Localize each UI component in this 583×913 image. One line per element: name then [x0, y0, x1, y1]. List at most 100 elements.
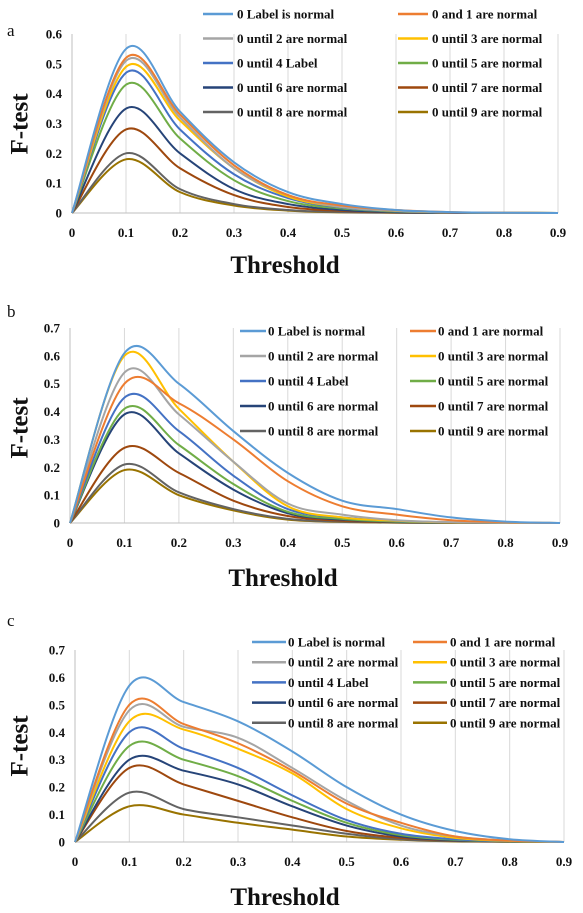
x-tick-label: 0.7 — [442, 225, 459, 240]
x-tick-label: 0 — [67, 535, 74, 550]
y-axis-title: F-test — [7, 93, 34, 155]
y-tick-label: 0 — [59, 835, 66, 850]
y-tick-label: 0.3 — [46, 116, 63, 131]
x-tick-label: 0.9 — [556, 854, 573, 869]
x-axis-title: Threshold — [230, 252, 339, 279]
y-tick-label: 0.1 — [49, 807, 65, 822]
y-tick-label: 0.3 — [49, 752, 66, 767]
series-line — [74, 676, 565, 843]
legend-entry: 0 until 6 are normal — [268, 399, 379, 414]
x-tick-label: 0.4 — [280, 225, 297, 240]
legend-entry: 0 until 3 are normal — [432, 31, 543, 46]
y-tick-label: 0.2 — [44, 460, 60, 475]
legend-entry: 0 until 2 are normal — [288, 655, 399, 670]
x-tick-label: 0.1 — [121, 854, 137, 869]
y-tick-label: 0.2 — [49, 780, 65, 795]
legend-entry: 0 until 5 are normal — [432, 56, 543, 71]
panel-letter: a — [7, 21, 15, 40]
legend-entry: 0 until 9 are normal — [438, 424, 549, 439]
x-tick-label: 0.4 — [280, 535, 297, 550]
legend-entry: 0 until 3 are normal — [450, 655, 561, 670]
x-tick-label: 0.2 — [172, 225, 188, 240]
y-tick-label: 0.5 — [46, 56, 63, 71]
series-line — [71, 45, 559, 214]
chart-panel-b: b 0 0.1 0.2 0.3 0.4 0.5 0.6 0.7 0 0.1 0.2 0.3 0.4 0.5 0… — [0, 303, 583, 598]
legend-entry: 0 and 1 are normal — [438, 324, 544, 339]
legend-entry: 0 and 1 are normal — [450, 635, 556, 650]
legend-entry: 0 Label is normal — [268, 324, 366, 339]
series-line — [69, 344, 561, 524]
legend-entry: 0 until 3 are normal — [438, 349, 549, 364]
x-tick-label: 0 — [72, 854, 79, 869]
x-tick-label: 0.6 — [388, 225, 405, 240]
legend-entry: 0 until 6 are normal — [288, 695, 399, 710]
y-axis-title: F-test — [7, 397, 34, 459]
x-tick-label: 0.8 — [497, 535, 514, 550]
y-tick-label: 0.3 — [44, 432, 61, 447]
y-tick-label: 0.4 — [44, 404, 61, 419]
legend-entry: 0 until 2 are normal — [268, 349, 379, 364]
series-line — [74, 697, 565, 843]
legend-entry: 0 until 2 are normal — [237, 31, 348, 46]
x-tick-label: 0.5 — [339, 854, 356, 869]
y-tick-label: 0 — [56, 206, 63, 221]
legend-entry: 0 and 1 are normal — [432, 7, 538, 22]
legend-entry: 0 until 5 are normal — [438, 374, 549, 389]
series-line — [69, 367, 561, 524]
y-tick-label: 0.6 — [44, 348, 61, 363]
series-line — [74, 712, 565, 843]
y-tick-label: 0.5 — [49, 697, 66, 712]
chart-panel-c: c 0 0.1 0.2 0.3 0.4 0.5 0.6 0.7 0 0.1 0.2 0.3 0.4 0.5 0… — [0, 610, 583, 913]
legend-entry: 0 until 9 are normal — [432, 105, 543, 120]
legend-entry: 0 until 7 are normal — [438, 399, 549, 414]
y-tick-label: 0.7 — [44, 321, 61, 336]
legend-entry: 0 Label is normal — [237, 7, 335, 22]
series-line — [69, 376, 561, 524]
legend-entry: 0 until 4 Label — [268, 374, 349, 389]
x-tick-label: 0.3 — [225, 535, 242, 550]
panel-letter: b — [7, 303, 16, 321]
x-tick-label: 0.6 — [393, 854, 410, 869]
chart-b: b 0 0.1 0.2 0.3 0.4 0.5 0.6 0.7 0 0.1 0.2 0.3 0.4 0.5 0… — [7, 303, 569, 592]
x-tick-label: 0.5 — [334, 535, 351, 550]
legend-entry: 0 until 6 are normal — [237, 80, 348, 95]
panel-letter: c — [7, 611, 15, 630]
y-tick-label: 0.5 — [44, 376, 61, 391]
x-tick-label: 0.5 — [334, 225, 351, 240]
legend-entry: 0 until 8 are normal — [237, 105, 348, 120]
legend-entry: 0 until 8 are normal — [288, 715, 399, 730]
y-tick-label: 0.6 — [46, 27, 63, 42]
chart-c: c 0 0.1 0.2 0.3 0.4 0.5 0.6 0.7 0 0.1 0.2 0.3 0.4 0.5 0… — [7, 611, 573, 911]
x-tick-label: 0.6 — [389, 535, 406, 550]
legend-entry: 0 Label is normal — [288, 635, 386, 650]
x-tick-label: 0 — [69, 225, 76, 240]
legend-entry: 0 until 9 are normal — [450, 715, 561, 730]
x-tick-label: 0.7 — [443, 535, 460, 550]
legend-entry: 0 until 8 are normal — [268, 424, 379, 439]
y-axis-title: F-test — [7, 715, 34, 777]
legend-entry: 0 until 4 Label — [288, 675, 369, 690]
x-tick-label: 0.2 — [171, 535, 187, 550]
x-tick-label: 0.9 — [550, 225, 567, 240]
y-tick-label: 0.4 — [46, 86, 63, 101]
y-tick-label: 0.7 — [49, 643, 66, 658]
x-axis-title: Threshold — [230, 884, 339, 911]
y-tick-label: 0 — [54, 516, 61, 531]
x-tick-label: 0.1 — [116, 535, 132, 550]
x-tick-label: 0.8 — [502, 854, 519, 869]
y-tick-label: 0.1 — [46, 176, 62, 191]
legend-entry: 0 until 5 are normal — [450, 675, 561, 690]
y-tick-label: 0.6 — [49, 670, 66, 685]
x-tick-label: 0.8 — [496, 225, 513, 240]
legend-entry: 0 until 4 Label — [237, 56, 318, 71]
x-axis-title: Threshold — [228, 565, 337, 592]
y-tick-label: 0.4 — [49, 725, 66, 740]
chart-a: a 0 0.1 0.2 0.3 0.4 0.5 0.6 0 0.1 0.2 0.3 0.4 0.5 0.6 0… — [7, 7, 567, 280]
x-tick-label: 0.7 — [447, 854, 464, 869]
x-tick-label: 0.3 — [230, 854, 247, 869]
x-tick-label: 0.2 — [176, 854, 192, 869]
series-line — [71, 81, 559, 214]
chart-panel-a: a 0 0.1 0.2 0.3 0.4 0.5 0.6 0 0.1 0.2 0.3 0.4 0.5 0.6 0… — [0, 0, 583, 290]
legend-entry: 0 until 7 are normal — [450, 695, 561, 710]
x-tick-label: 0.3 — [226, 225, 243, 240]
